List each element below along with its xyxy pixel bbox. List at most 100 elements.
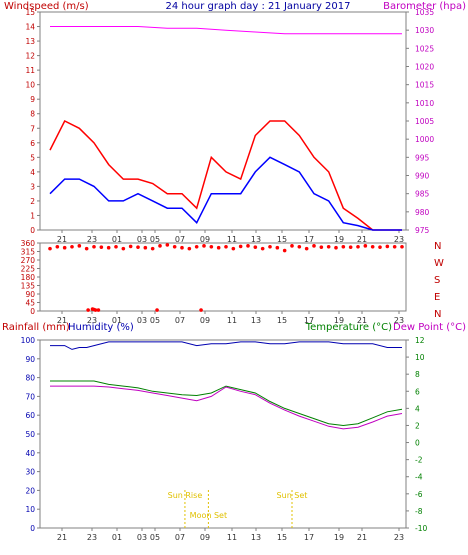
series-line: [49, 119, 402, 231]
x-tick-label: 13: [251, 316, 261, 325]
y-right-tick-label: 6: [415, 387, 420, 396]
x-tick-label: 23: [87, 533, 97, 542]
direction-point: [93, 308, 98, 312]
x-tick-label: 19: [334, 316, 344, 325]
barometer-axis-title: Barometer (hpa): [383, 1, 466, 12]
astro-label: Moon Set: [190, 511, 227, 520]
x-tick-label: 23: [394, 316, 404, 325]
y-left-tick-label: 70: [25, 392, 35, 401]
y-right-tick-label: 0: [415, 439, 420, 448]
y-left-tick-label: 270: [21, 256, 36, 265]
y-left-tick-label: 40: [25, 449, 35, 458]
y-right-tick-label: -8: [415, 507, 423, 516]
x-tick-label: 01: [112, 533, 122, 542]
x-tick-label: 17: [304, 533, 314, 542]
direction-point: [268, 244, 272, 249]
direction-point: [158, 244, 162, 248]
x-tick-label: 07: [175, 533, 185, 542]
direction-point: [224, 244, 228, 249]
direction-point: [55, 244, 60, 249]
y-left-tick-label: 225: [21, 265, 36, 274]
direction-point: [77, 244, 82, 248]
x-tick-label: 03: [137, 235, 147, 244]
chart-marks: 21 23 01 03 05 07 09 11 13 15 17 19 21 23012345678910…: [21, 8, 444, 542]
x-tick-label: 05: [150, 316, 160, 325]
x-tick-label: 11: [227, 533, 237, 542]
y-left-tick-label: 15: [25, 8, 35, 17]
y-left-tick-label: 20: [25, 486, 35, 495]
x-tick-label: 01: [112, 235, 122, 244]
y-left-tick-label: 0: [30, 524, 35, 533]
temperature-axis-title: Temperature (°C): [305, 322, 392, 333]
y-left-tick-label: 50: [25, 430, 35, 439]
wind-direction-panel: [39, 242, 407, 312]
y-left-tick-label: 180: [21, 273, 36, 282]
y-right-tick-label: 4: [415, 404, 420, 413]
direction-point: [326, 244, 331, 249]
x-tick-label: 03: [137, 533, 147, 542]
x-tick-label: 21: [357, 316, 367, 325]
y-left-tick-label: 0: [30, 307, 35, 316]
direction-point: [92, 244, 96, 249]
y-left-tick-label: 13: [25, 37, 35, 46]
x-tick-label: 23: [87, 235, 97, 244]
y-right-tick-label: -2: [415, 456, 423, 465]
y-left-tick-label: 360: [21, 239, 36, 248]
direction-point: [136, 245, 140, 249]
x-tick-label: 23: [394, 533, 404, 542]
x-tick-label: 15: [277, 533, 287, 542]
y-left-tick-label: 11: [25, 66, 35, 75]
compass-label: E: [434, 292, 440, 303]
series-line: [50, 26, 402, 35]
y-right-tick-label: 1000: [415, 135, 434, 144]
windspeed-axis-title: Windspeed (m/s): [4, 1, 89, 12]
direction-point: [297, 244, 302, 249]
y-left-tick-label: 90: [25, 290, 35, 299]
direction-point: [165, 243, 170, 247]
series-line: [50, 385, 403, 430]
compass-label: S: [434, 275, 440, 286]
direction-point: [187, 246, 192, 251]
x-tick-label: 03: [137, 316, 147, 325]
y-left-tick-label: 30: [25, 468, 35, 477]
x-tick-label: 13: [251, 235, 261, 244]
x-tick-label: 11: [227, 316, 237, 325]
x-tick-label: 07: [175, 235, 185, 244]
y-left-tick-label: 6: [30, 139, 35, 148]
astro-label: Sun Set: [277, 491, 308, 500]
y-left-tick-label: 2: [30, 197, 35, 206]
y-right-tick-label: 1035: [415, 8, 434, 17]
y-left-tick-label: 10: [25, 505, 35, 514]
x-tick-label: 19: [334, 235, 344, 244]
direction-point: [334, 245, 338, 250]
compass-label: W: [434, 258, 444, 269]
y-right-tick-label: 985: [415, 190, 430, 199]
x-tick-label: 11: [227, 235, 237, 244]
humidity-axis-title: Humidity (%): [68, 322, 134, 333]
y-right-tick-label: 1020: [415, 63, 434, 72]
direction-point: [172, 244, 177, 249]
direction-point: [378, 245, 382, 249]
x-tick-label: 21: [357, 533, 367, 542]
rainfall-axis-title: Rainfall (mm): [2, 322, 70, 333]
direction-point: [246, 244, 250, 248]
y-left-tick-label: 9: [30, 95, 35, 104]
y-left-tick-label: 4: [30, 168, 35, 177]
x-tick-label: 19: [334, 533, 344, 542]
y-left-tick-label: 7: [30, 124, 35, 133]
wind-barometer-panel: [39, 11, 407, 231]
y-left-tick-label: 12: [25, 52, 35, 61]
y-right-tick-label: 1005: [415, 117, 434, 126]
y-right-tick-label: 1010: [415, 99, 434, 108]
direction-point: [86, 308, 90, 312]
direction-point: [348, 245, 353, 249]
x-tick-label: 21: [57, 316, 67, 325]
compass-label: N: [434, 241, 441, 252]
direction-point: [209, 244, 214, 249]
astro-label: Sun Rise: [168, 491, 203, 500]
x-tick-label: 13: [251, 533, 261, 542]
y-right-tick-label: 1030: [415, 26, 434, 35]
x-tick-label: 17: [304, 316, 314, 325]
y-right-tick-label: 1015: [415, 81, 434, 90]
direction-point: [106, 245, 111, 250]
